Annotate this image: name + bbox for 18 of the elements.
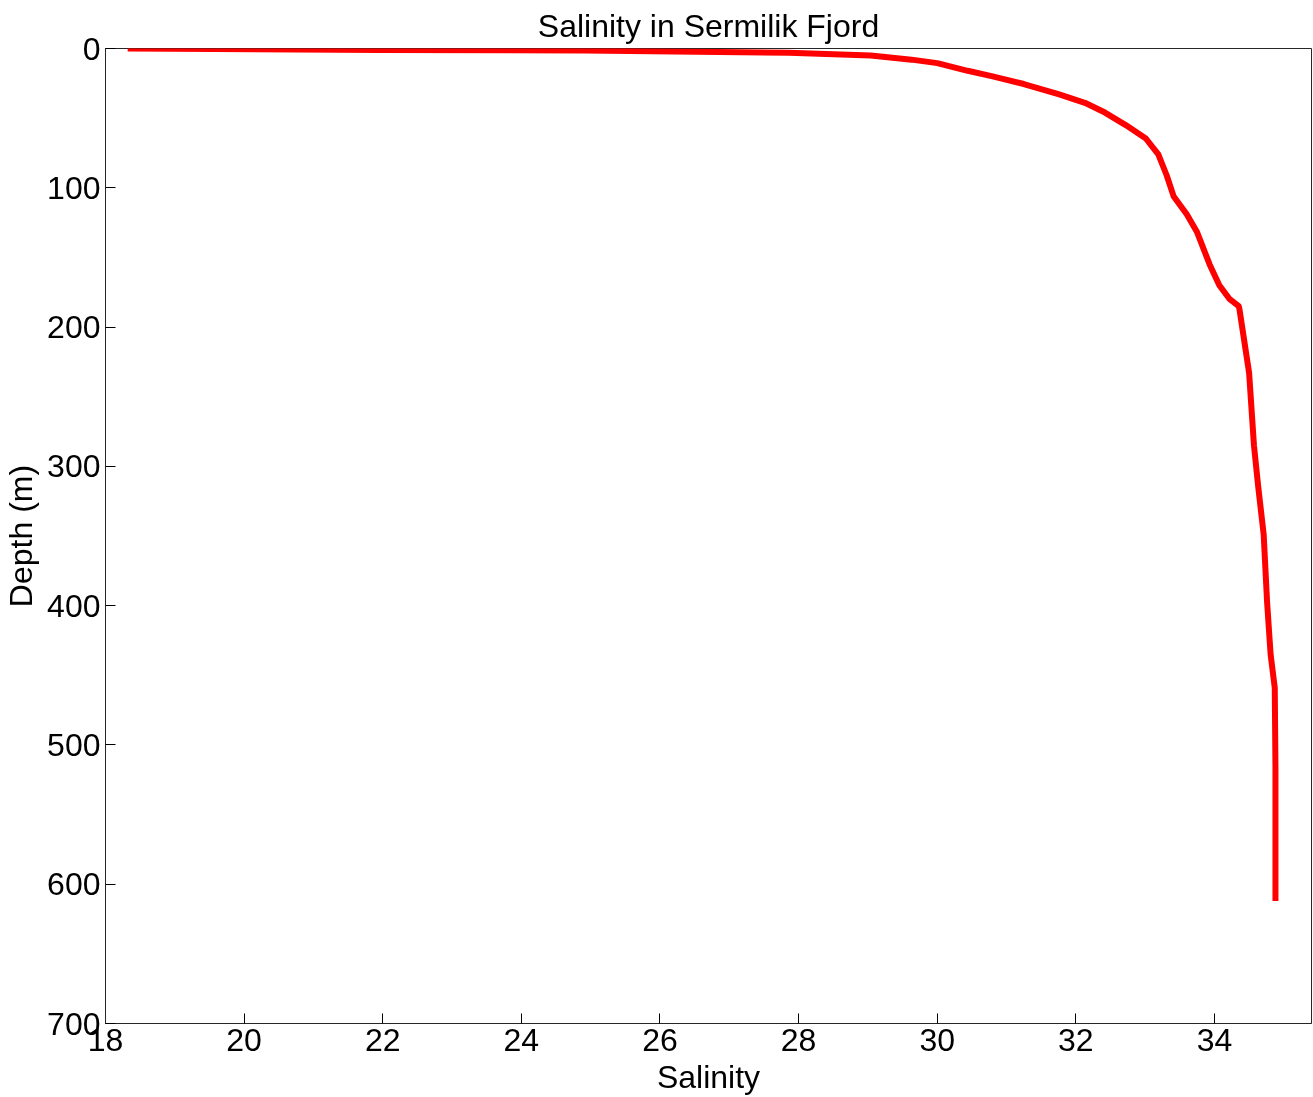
- x-tick-label: 24: [503, 1021, 540, 1058]
- y-tick-label: 200: [47, 309, 101, 346]
- y-tick-label: 100: [47, 169, 101, 206]
- x-tick-label: 32: [1058, 1021, 1094, 1058]
- y-tick-label: 600: [47, 866, 101, 903]
- y-tick-label: 400: [47, 587, 101, 624]
- y-tick-label: 0: [82, 30, 101, 67]
- y-axis-title: Depth (m): [3, 464, 40, 608]
- x-tick-label: 28: [780, 1021, 817, 1058]
- x-tick-label: 20: [226, 1021, 262, 1058]
- x-tick-label: 30: [919, 1021, 956, 1058]
- x-tick-label: 22: [364, 1021, 401, 1058]
- y-tick-label: 500: [47, 726, 101, 763]
- y-tick-label: 300: [47, 448, 101, 485]
- x-axis-title: Salinity: [656, 1058, 761, 1095]
- x-tick-label: 34: [1196, 1021, 1233, 1058]
- chart-title: Salinity in Sermilik Fjord: [537, 7, 880, 44]
- x-tick-label: 26: [642, 1021, 678, 1058]
